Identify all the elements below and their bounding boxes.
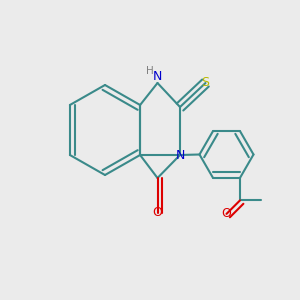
Text: O: O [222, 207, 231, 220]
Text: O: O [153, 206, 162, 220]
Text: H: H [146, 66, 154, 76]
Text: N: N [153, 70, 162, 83]
Text: N: N [175, 148, 185, 161]
Text: S: S [202, 76, 209, 89]
